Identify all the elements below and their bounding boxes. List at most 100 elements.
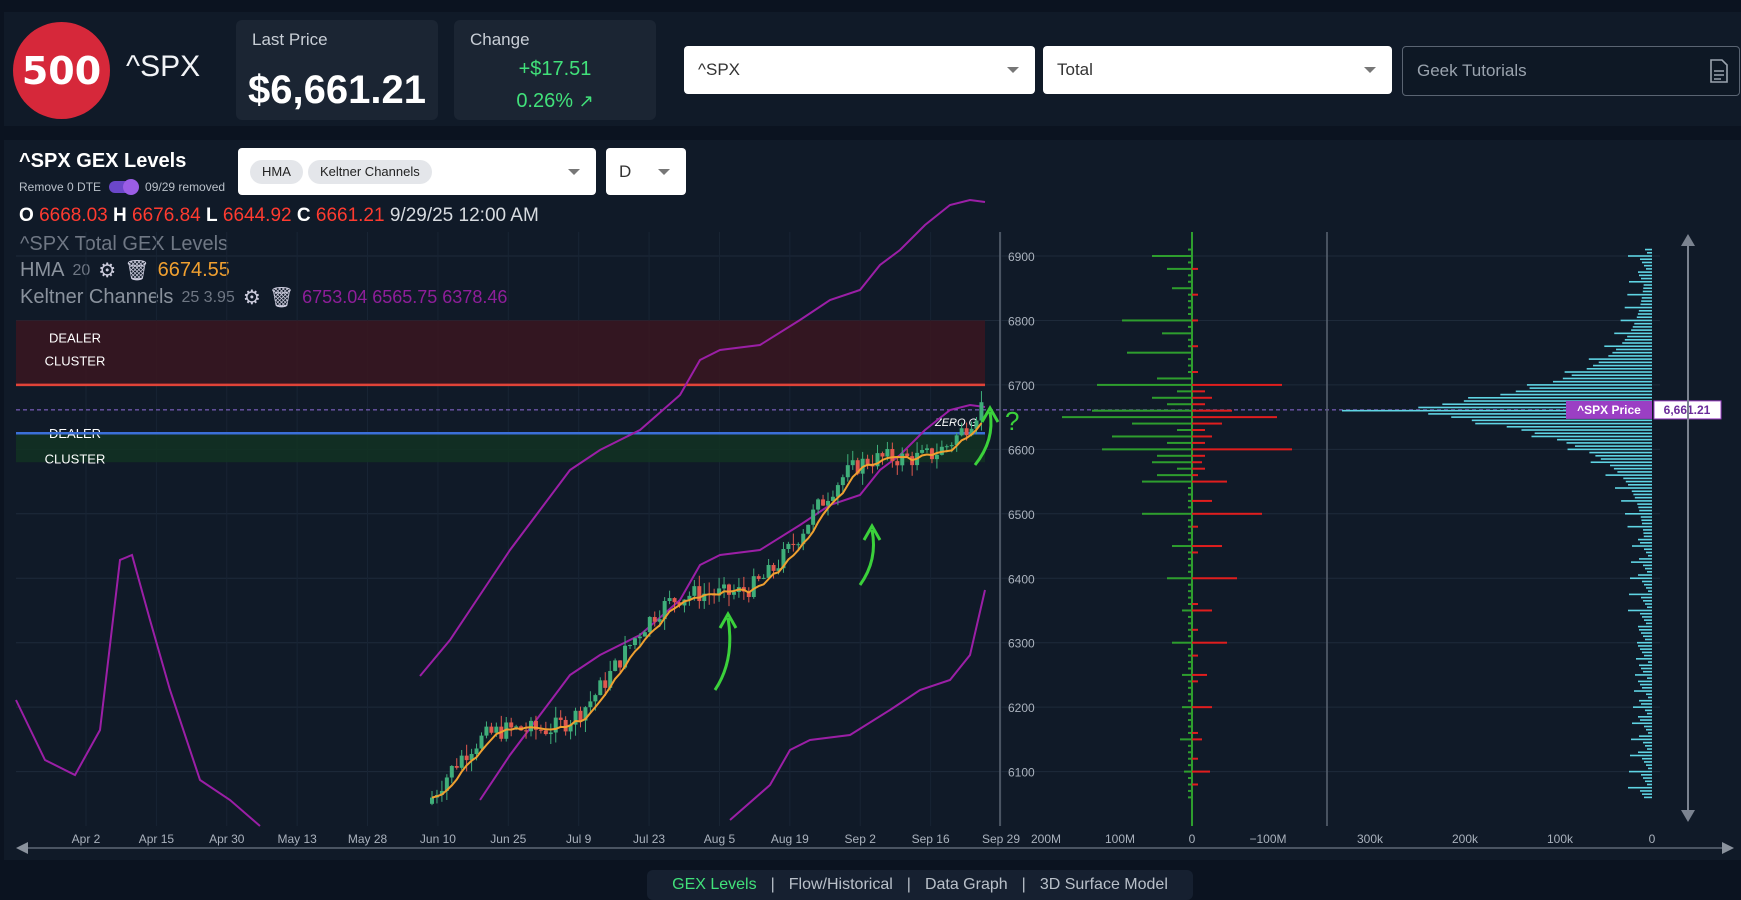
oi-bar [1643, 535, 1652, 538]
gex-bar-positive [1188, 661, 1192, 664]
candle-body [761, 577, 766, 579]
chip-hma[interactable]: HMA [250, 160, 303, 184]
oi-bar [1564, 371, 1652, 373]
oi-bar [1630, 577, 1652, 580]
date-tick-label: Apr 15 [139, 832, 175, 846]
price-tick-label: 6400 [1008, 572, 1035, 586]
oi-bar [1616, 348, 1652, 351]
oi-bar [1638, 645, 1652, 647]
candle-body [890, 449, 895, 462]
oi-bar [1571, 374, 1652, 377]
oi-bar [1640, 612, 1652, 615]
candle-body [821, 499, 826, 506]
gex-bar-positive [1188, 731, 1192, 734]
oi-bar [1643, 284, 1652, 286]
keltner-lower-band [729, 589, 986, 821]
oi-bar [1605, 474, 1652, 476]
gex-bar-positive [1132, 422, 1192, 425]
symbol-select[interactable]: ^SPX [684, 46, 1035, 94]
tab-data-graph[interactable]: Data Graph [924, 876, 1008, 893]
oi-bar [1648, 732, 1652, 734]
legend-keltner: Keltner Channels 25 3.95 ⚙ 🗑 6753.04 6565… [20, 286, 508, 309]
oi-bar [1463, 400, 1652, 402]
candle-body [895, 461, 900, 466]
candle-body [459, 755, 464, 768]
gex-bar-positive [1188, 744, 1192, 747]
gear-icon[interactable]: ⚙ [242, 287, 261, 309]
dealer-cluster-label: DEALER [49, 331, 101, 346]
trash-icon[interactable]: 🗑 [268, 287, 295, 309]
candle-body [944, 446, 949, 448]
gex-bar-negative [1192, 512, 1262, 515]
oi-bar [1593, 364, 1652, 367]
tutorials-select[interactable]: Geek Tutorials [1402, 46, 1740, 96]
logo-badge: 500 [13, 22, 110, 119]
oi-bar [1557, 438, 1652, 441]
gear-icon[interactable]: ⚙ [98, 260, 117, 282]
candle-body [776, 568, 781, 571]
gex-bar-positive [1112, 435, 1192, 438]
gex-bar-positive [1188, 635, 1192, 638]
change-card: Change +$17.51 0.26% ↗ [454, 20, 656, 120]
candle-body [974, 420, 979, 429]
gex-bar-positive [1188, 274, 1192, 277]
gex-bar-positive [1172, 545, 1192, 548]
oi-bar [1638, 751, 1652, 754]
oi-bar [1624, 338, 1652, 341]
tab-gex-levels[interactable]: GEX Levels [672, 876, 757, 893]
oi-bar [1637, 313, 1652, 315]
gex-bar-positive [1182, 673, 1192, 676]
candle-body [548, 732, 553, 735]
trash-icon[interactable]: 🗑 [124, 260, 150, 282]
gex-bar-positive [1157, 474, 1192, 477]
date-tick-label: Sep 16 [912, 832, 950, 846]
interval-value: D [619, 162, 632, 181]
gex-bar-positive [1188, 693, 1192, 696]
oi-bar [1630, 754, 1652, 757]
gex-bar-positive [1092, 409, 1192, 412]
candle-body [652, 617, 657, 622]
oi-bar [1615, 487, 1652, 489]
oi-bar [1552, 380, 1652, 383]
gex-bar-positive [1188, 564, 1192, 567]
candle-body [632, 638, 637, 646]
oi-bar [1632, 326, 1652, 328]
candle-body [766, 564, 771, 578]
gex-bar-negative [1192, 448, 1292, 451]
candle-body [746, 591, 751, 598]
oi-bar [1636, 316, 1652, 319]
candle-body [786, 543, 791, 549]
chip-keltner[interactable]: Keltner Channels [308, 160, 432, 184]
oi-bar [1342, 409, 1652, 412]
candle-body [603, 680, 608, 688]
candle-body [727, 584, 731, 595]
tab-3d-surface[interactable]: 3D Surface Model [1039, 876, 1168, 893]
gex-bar-negative [1192, 480, 1227, 483]
remove-0dte-toggle[interactable] [109, 179, 140, 195]
oi-bar [1608, 355, 1652, 357]
tab-flow-historical[interactable]: Flow/Historical [788, 876, 893, 893]
oi-bar [1628, 609, 1652, 612]
type-select[interactable]: Total [1043, 46, 1392, 94]
change-amount: +$17.51 [518, 58, 592, 80]
oi-bar [1640, 516, 1652, 518]
oi-bar [1640, 303, 1652, 306]
gex-bar-positive [1122, 319, 1192, 322]
candle-body [563, 719, 568, 732]
oi-bar [1642, 651, 1652, 654]
candle-body [543, 730, 548, 735]
oi-bar [1637, 503, 1652, 505]
interval-select[interactable]: D [606, 148, 686, 195]
scale-down-icon [1681, 810, 1695, 822]
gex-bar-negative [1192, 525, 1198, 528]
indicator-select[interactable]: HMA Keltner Channels [238, 148, 596, 195]
oi-bar [1641, 596, 1652, 599]
gex-bar-positive [1188, 603, 1192, 606]
gex-bar-positive [1162, 332, 1192, 335]
annotation-arrow [858, 522, 882, 586]
gex-bar-positive [1188, 764, 1192, 767]
gex-bar-positive [1177, 467, 1192, 470]
oi-bar [1638, 574, 1652, 576]
oi-bar [1644, 654, 1652, 657]
